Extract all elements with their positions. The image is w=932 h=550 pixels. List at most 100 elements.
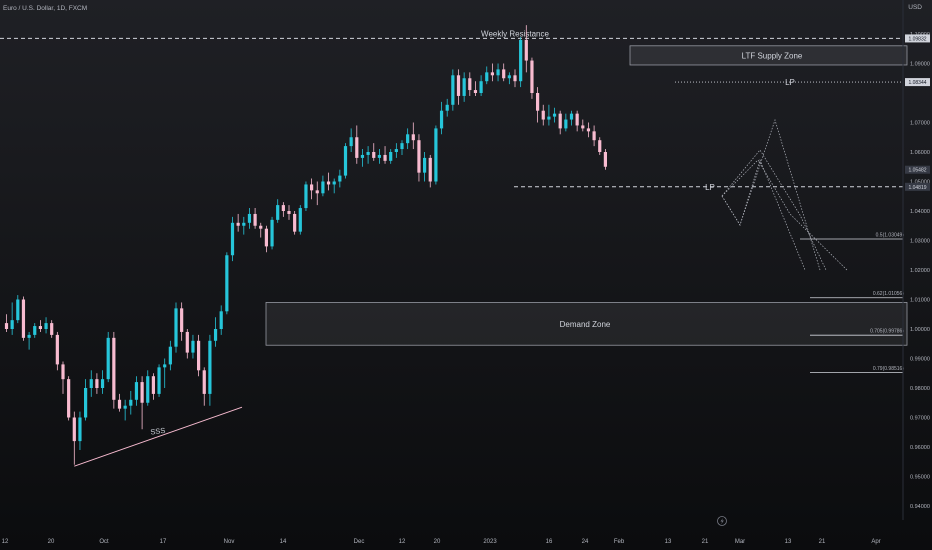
candle-body[interactable]	[536, 93, 540, 111]
candle-body[interactable]	[202, 370, 206, 394]
candle-body[interactable]	[479, 81, 483, 93]
candle-body[interactable]	[462, 78, 466, 96]
candle-body[interactable]	[225, 255, 229, 312]
candle-body[interactable]	[445, 104, 449, 111]
candle-body[interactable]	[276, 205, 280, 220]
candle-body[interactable]	[310, 184, 314, 191]
candle-body[interactable]	[400, 143, 404, 150]
candle-body[interactable]	[451, 75, 455, 105]
candle-body[interactable]	[33, 326, 37, 335]
candle-body[interactable]	[326, 181, 331, 185]
candle-body[interactable]	[242, 222, 246, 226]
candle-body[interactable]	[349, 137, 353, 147]
candle-body[interactable]	[586, 128, 591, 132]
candle-body[interactable]	[485, 72, 489, 82]
candle-body[interactable]	[315, 190, 319, 194]
candle-body[interactable]	[55, 334, 59, 365]
candle-body[interactable]	[558, 113, 562, 129]
candle-body[interactable]	[321, 181, 325, 194]
candle-body[interactable]	[496, 69, 500, 76]
candle-body[interactable]	[394, 149, 398, 152]
candle-body[interactable]	[50, 323, 54, 335]
candle-body[interactable]	[208, 340, 212, 394]
candle-body[interactable]	[72, 417, 76, 442]
candle-body[interactable]	[343, 146, 348, 176]
candle-body[interactable]	[298, 208, 302, 232]
candle-body[interactable]	[129, 399, 133, 406]
candle-body[interactable]	[10, 320, 14, 329]
candle-body[interactable]	[157, 367, 161, 394]
candle-body[interactable]	[191, 340, 195, 353]
candle-body[interactable]	[355, 137, 359, 158]
candle-body[interactable]	[598, 140, 602, 152]
bolt-icon[interactable]	[717, 516, 727, 526]
candle-body[interactable]	[383, 154, 387, 161]
candle-body[interactable]	[502, 69, 506, 79]
candle-body[interactable]	[293, 213, 297, 232]
candle-body[interactable]	[552, 113, 557, 117]
candle-body[interactable]	[100, 379, 105, 388]
candle-body[interactable]	[287, 211, 291, 214]
candle-body[interactable]	[123, 405, 127, 409]
candle-body[interactable]	[439, 110, 444, 129]
candle-body[interactable]	[78, 417, 82, 442]
candle-body[interactable]	[21, 299, 26, 338]
candle-body[interactable]	[38, 326, 42, 329]
candle-body[interactable]	[112, 337, 116, 400]
candle-body[interactable]	[247, 213, 252, 223]
candle-body[interactable]	[270, 219, 274, 247]
candle-body[interactable]	[564, 119, 568, 129]
candle-body[interactable]	[569, 113, 574, 120]
candle-body[interactable]	[174, 308, 178, 347]
candle-body[interactable]	[332, 181, 336, 185]
candle-body[interactable]	[547, 116, 551, 120]
candle-body[interactable]	[423, 157, 427, 173]
candle-body[interactable]	[134, 382, 139, 400]
candle-body[interactable]	[541, 110, 545, 120]
candle-body[interactable]	[304, 184, 308, 209]
candle-body[interactable]	[230, 222, 235, 256]
candle-body[interactable]	[281, 205, 285, 211]
candle-body[interactable]	[197, 340, 201, 371]
candle-body[interactable]	[338, 175, 342, 182]
candle-body[interactable]	[4, 323, 9, 329]
candle-body[interactable]	[67, 379, 71, 418]
candle-body[interactable]	[519, 39, 523, 82]
candle-body[interactable]	[106, 337, 110, 380]
candle-body[interactable]	[468, 78, 472, 91]
candle-body[interactable]	[411, 134, 415, 141]
candle-body[interactable]	[213, 329, 218, 341]
candle-body[interactable]	[372, 152, 376, 158]
candle-body[interactable]	[163, 364, 167, 368]
candle-body[interactable]	[360, 154, 365, 158]
candle-body[interactable]	[259, 225, 263, 229]
candle-body[interactable]	[473, 90, 478, 93]
candle-body[interactable]	[16, 299, 20, 321]
candle-body[interactable]	[180, 308, 184, 332]
candle-body[interactable]	[140, 382, 144, 403]
candle-body[interactable]	[603, 152, 607, 167]
candle-body[interactable]	[236, 222, 240, 226]
candle-body[interactable]	[377, 154, 381, 158]
candle-body[interactable]	[253, 213, 257, 226]
candle-body[interactable]	[117, 399, 122, 409]
candle-body[interactable]	[513, 75, 517, 82]
candle-body[interactable]	[417, 140, 421, 173]
candle-body[interactable]	[61, 364, 65, 380]
candle-body[interactable]	[44, 323, 48, 329]
candle-body[interactable]	[592, 131, 596, 141]
candle-body[interactable]	[507, 75, 511, 79]
candle-body[interactable]	[456, 75, 461, 96]
candle-body[interactable]	[219, 311, 223, 329]
candle-body[interactable]	[428, 157, 432, 182]
candle-body[interactable]	[389, 152, 393, 161]
candle-body[interactable]	[185, 331, 189, 353]
candle-body[interactable]	[530, 60, 534, 93]
candle-body[interactable]	[151, 376, 155, 394]
supply-zone[interactable]	[629, 45, 908, 66]
candle-body[interactable]	[581, 125, 585, 129]
candle-body[interactable]	[575, 113, 579, 126]
candle-body[interactable]	[95, 379, 99, 388]
candle-body[interactable]	[366, 152, 370, 155]
